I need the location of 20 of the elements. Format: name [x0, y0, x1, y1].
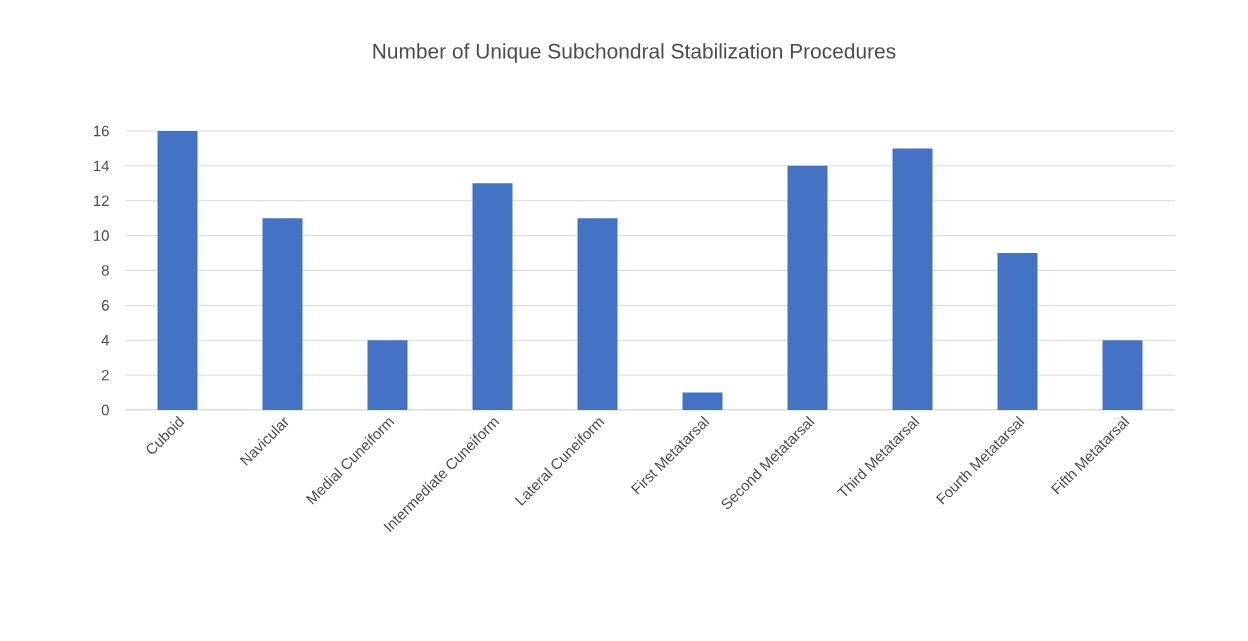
- y-tick-label: 16: [94, 125, 109, 137]
- y-tick-label: 12: [94, 195, 109, 206]
- bar: [262, 218, 303, 410]
- bar: [367, 340, 408, 410]
- y-tick-label: 2: [101, 369, 109, 381]
- bar: [472, 183, 513, 410]
- bar: [787, 165, 828, 410]
- bar: [892, 148, 933, 410]
- y-tick-label: 8: [101, 265, 109, 276]
- bar: [1102, 340, 1143, 410]
- bar: [997, 253, 1038, 410]
- y-tick-label: 4: [101, 335, 110, 346]
- bar: [682, 392, 723, 410]
- y-tick-label: 10: [94, 230, 109, 241]
- bar: [577, 218, 618, 410]
- y-tick-label: 6: [101, 300, 109, 311]
- bar: [157, 131, 198, 410]
- y-tick-label: 14: [94, 160, 110, 172]
- chart-title: Number of Unique Subchondral Stabilization Procedures: [373, 43, 896, 63]
- y-tick-label: 0: [101, 404, 109, 416]
